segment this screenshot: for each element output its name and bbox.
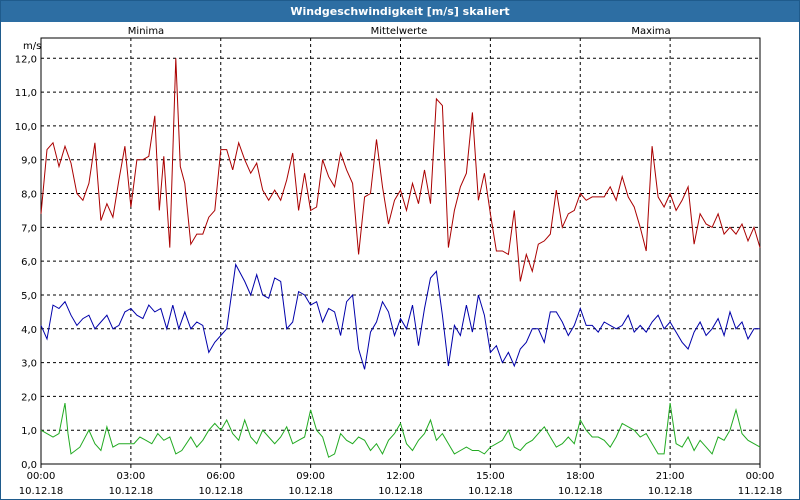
x-tick-label-date: 10.12.18 (648, 486, 693, 497)
y-tick-label: 8,0 (21, 190, 37, 201)
y-tick-label: 4,0 (21, 325, 37, 336)
x-tick-label-time: 09:00 (296, 471, 325, 482)
y-tick-label: 11,0 (15, 88, 37, 99)
y-tick-label: 10,0 (15, 122, 37, 133)
y-tick-label: 3,0 (21, 359, 37, 370)
x-tick-label-date: 10.12.18 (19, 486, 64, 497)
x-tick-label-time: 00:00 (746, 471, 775, 482)
y-tick-label: 9,0 (21, 156, 37, 167)
y-tick-label: 5,0 (21, 291, 37, 302)
series-line-mittelwerte (40, 262, 760, 370)
y-axis-label: m/s (23, 41, 41, 52)
window-title: Windgeschwindigkeit [m/s] skaliert (1, 1, 799, 22)
series-line-maxima (40, 58, 761, 282)
series-line-minima (40, 403, 761, 458)
x-tick-label-date: 10.12.18 (288, 486, 333, 497)
x-tick-label-time: 03:00 (116, 471, 145, 482)
y-tick-label: 1,0 (21, 426, 37, 437)
y-tick-label: 7,0 (21, 223, 37, 234)
x-tick-label-time: 00:00 (27, 471, 56, 482)
legend-minima: Minima (128, 26, 164, 37)
x-tick-label-time: 15:00 (476, 471, 505, 482)
legend-maxima: Maxima (631, 26, 670, 37)
x-tick-label-date: 10.12.18 (468, 486, 513, 497)
x-tick-label-date: 10.12.18 (378, 486, 423, 497)
x-tick-label-time: 06:00 (206, 471, 235, 482)
legend-mittelwerte: Mittelwerte (371, 26, 428, 37)
y-tick-label: 0,0 (21, 460, 37, 471)
x-tick-label-date: 10.12.18 (109, 486, 154, 497)
y-tick-label: 2,0 (21, 392, 37, 403)
x-tick-label-date: 10.12.18 (558, 486, 603, 497)
x-tick-label-time: 12:00 (386, 471, 415, 482)
x-tick-label-time: 18:00 (566, 471, 595, 482)
x-tick-label-time: 21:00 (656, 471, 685, 482)
x-tick-label-date: 10.12.18 (198, 486, 243, 497)
y-tick-label: 12,0 (15, 54, 37, 65)
y-tick-label: 6,0 (21, 257, 37, 268)
x-tick-label-date: 11.12.18 (738, 486, 783, 497)
